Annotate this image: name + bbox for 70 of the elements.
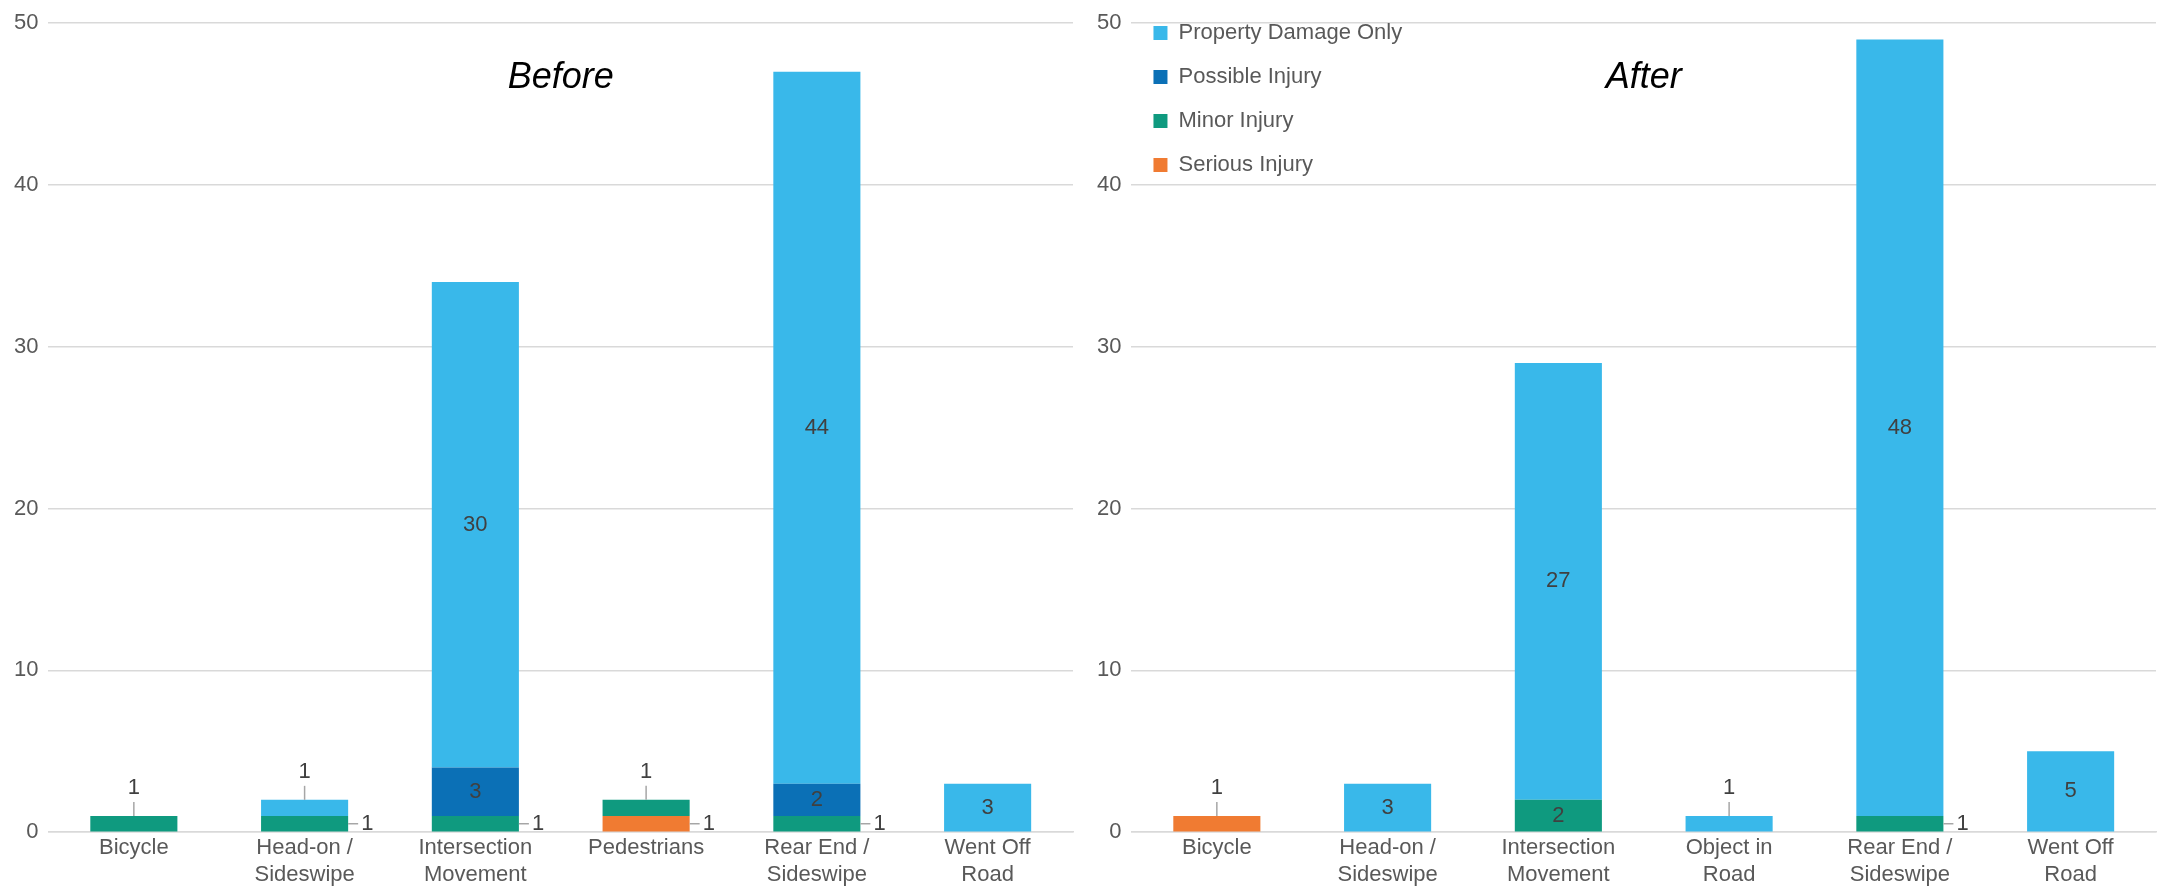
y-tick-label: 40 <box>1096 171 1122 197</box>
bar <box>431 767 519 817</box>
bar <box>602 816 690 832</box>
legend-label: Property Damage Only <box>1178 19 1403 45</box>
data-label: 3 <box>1381 793 1394 819</box>
legend-label: Serious Injury <box>1178 151 1313 177</box>
x-tick-label: Went Off Road <box>944 834 1032 886</box>
y-tick-label: 20 <box>1096 494 1122 520</box>
data-label: 1 <box>702 809 715 835</box>
data-label: 5 <box>2064 777 2077 803</box>
x-tick-label: Object in Road <box>1685 834 1773 886</box>
bar <box>773 816 861 832</box>
data-label: 2 <box>810 785 823 811</box>
y-tick-label: 10 <box>1096 656 1122 682</box>
bar <box>1514 362 1602 800</box>
x-tick-label: Bicycle <box>99 834 169 860</box>
bar <box>2027 751 2115 832</box>
bar <box>1344 783 1432 832</box>
bar <box>602 799 690 817</box>
bar <box>773 783 861 817</box>
data-label: 1 <box>531 809 545 835</box>
data-label: 1 <box>1722 774 1736 800</box>
bar <box>431 282 519 768</box>
x-tick-label: Rear End / Sideswipe <box>1847 834 1954 886</box>
bar <box>431 816 519 832</box>
data-label: 44 <box>804 413 830 439</box>
x-tick-label: Went Off Road <box>2027 834 2115 886</box>
bar <box>1685 816 1773 832</box>
data-label: 2 <box>1552 801 1565 827</box>
bar <box>944 783 1032 832</box>
bar <box>261 799 349 817</box>
x-tick-label: Bicycle <box>1182 834 1252 860</box>
y-tick-label: 50 <box>13 9 39 35</box>
data-label: 1 <box>361 809 374 835</box>
bar <box>773 71 861 784</box>
data-label: 3 <box>469 777 482 803</box>
y-tick-label: 0 <box>1109 818 1122 844</box>
bar <box>90 816 178 832</box>
bar <box>1856 816 1944 832</box>
x-tick-label: Pedestrians <box>588 834 705 860</box>
data-label: 30 <box>463 510 488 536</box>
y-tick-label: 0 <box>26 818 39 844</box>
y-tick-label: 40 <box>13 171 39 197</box>
x-tick-label: Rear End / Sideswipe <box>764 834 871 886</box>
data-label: 48 <box>1887 413 1913 439</box>
data-label: 27 <box>1546 567 1571 593</box>
data-label: 1 <box>298 757 311 783</box>
bar <box>1173 816 1261 832</box>
y-tick-label: 30 <box>13 332 39 358</box>
bar <box>1856 39 1944 817</box>
data-label: 1 <box>1956 809 1969 835</box>
y-tick-label: 20 <box>13 494 39 520</box>
text: Before <box>507 55 614 97</box>
x-tick-label: Head-on / Sideswipe <box>1337 834 1438 886</box>
y-tick-label: 50 <box>1096 9 1122 35</box>
data-label: 1 <box>873 809 886 835</box>
x-tick-label: Intersection Movement <box>418 834 533 886</box>
legend-label: Minor Injury <box>1178 107 1294 133</box>
data-label: 3 <box>981 793 994 819</box>
y-tick-label: 10 <box>13 656 39 682</box>
x-tick-label: Intersection Movement <box>1501 834 1616 886</box>
data-label: 1 <box>127 774 140 800</box>
text: After <box>1603 55 1684 97</box>
data-label: 1 <box>639 757 653 783</box>
x-tick-label: Head-on / Sideswipe <box>254 834 355 886</box>
y-tick-label: 30 <box>1096 332 1122 358</box>
data-label: 1 <box>1210 774 1223 800</box>
bar <box>261 816 349 832</box>
bar <box>1514 799 1602 832</box>
legend-label: Possible Injury <box>1178 63 1322 89</box>
